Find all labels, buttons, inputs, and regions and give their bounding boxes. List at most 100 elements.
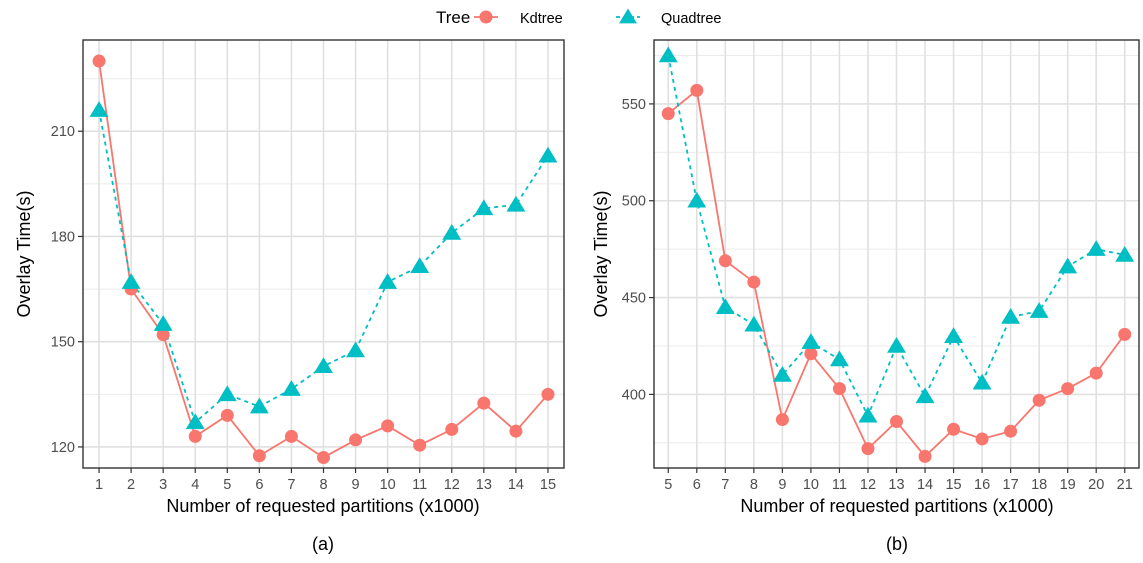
- data-point-quadtree: [1029, 302, 1049, 318]
- data-point-quadtree: [506, 195, 526, 212]
- legend-key-marker-quadtree: [619, 8, 637, 24]
- data-point-kdtree: [413, 438, 427, 452]
- data-point-kdtree: [477, 396, 491, 410]
- x-tick-label: 11: [832, 477, 847, 493]
- x-tick-label: 19: [1060, 477, 1076, 493]
- data-point-quadtree: [314, 357, 333, 374]
- x-axis-title: Number of requested partitions (x1000): [166, 496, 479, 516]
- legend-key-marker-kdtree: [479, 10, 493, 24]
- data-point-kdtree: [381, 419, 395, 433]
- data-point-kdtree: [349, 433, 363, 447]
- data-point-quadtree: [1115, 245, 1135, 262]
- y-tick-label: 450: [622, 291, 646, 307]
- data-point-kdtree: [690, 83, 704, 97]
- data-point-kdtree: [718, 254, 732, 268]
- series-line-quadtree: [667, 55, 1125, 418]
- y-axis-title: Overlay Time(s): [591, 190, 611, 317]
- data-point-kdtree: [1032, 393, 1046, 407]
- data-point-kdtree: [445, 422, 459, 436]
- data-point-quadtree: [772, 366, 792, 382]
- y-tick-label: 400: [622, 387, 646, 403]
- y-tick-label: 150: [51, 335, 75, 351]
- x-tick-label: 14: [917, 477, 933, 493]
- data-point-quadtree: [687, 191, 707, 208]
- data-point-quadtree: [474, 199, 494, 216]
- data-point-kdtree: [220, 408, 234, 422]
- x-tick-label: 8: [319, 477, 327, 493]
- data-point-quadtree: [153, 315, 173, 331]
- data-point-quadtree: [658, 46, 678, 63]
- data-point-kdtree: [661, 107, 675, 121]
- x-tick-label: 8: [750, 477, 758, 493]
- data-point-kdtree: [541, 387, 555, 401]
- data-point-quadtree: [801, 333, 821, 349]
- data-point-quadtree: [346, 341, 366, 358]
- data-point-kdtree: [747, 275, 761, 289]
- data-point-kdtree: [947, 422, 961, 436]
- legend-title: Tree: [436, 8, 470, 27]
- y-tick-label: 550: [622, 97, 646, 113]
- x-tick-label: 15: [945, 477, 961, 493]
- x-tick-label: 7: [287, 477, 295, 493]
- x-tick-label: 13: [888, 477, 904, 493]
- data-point-quadtree: [972, 373, 992, 390]
- y-tick-label: 210: [51, 124, 75, 140]
- y-axis-title: Overlay Time(s): [14, 190, 34, 317]
- panel-b: 400 450 500 550 5 6 7 8 9 10 11 12 13 14 15 16 17 18 19 20 2…: [591, 39, 1140, 554]
- x-tick-label: 5: [664, 477, 672, 493]
- data-point-kdtree: [804, 347, 818, 361]
- x-tick-label: 17: [1003, 477, 1019, 493]
- x-tick-label: 14: [508, 477, 524, 493]
- legend: Tree Kdtree Quadtree: [436, 8, 721, 27]
- data-point-kdtree: [918, 449, 932, 463]
- data-point-kdtree: [509, 424, 523, 438]
- x-tick-label: 10: [380, 477, 396, 493]
- data-point-kdtree: [284, 429, 298, 443]
- x-tick-label: 20: [1088, 477, 1104, 493]
- x-tick-label: 6: [255, 477, 263, 493]
- data-point-quadtree: [1058, 257, 1078, 274]
- x-tick-label: 4: [191, 477, 199, 493]
- data-point-quadtree: [121, 273, 141, 289]
- data-point-quadtree: [185, 413, 205, 430]
- data-point-kdtree: [156, 328, 170, 342]
- data-point-kdtree: [975, 432, 989, 446]
- x-tick-label: 15: [540, 477, 556, 493]
- data-point-quadtree: [89, 101, 109, 117]
- data-point-kdtree: [890, 415, 903, 429]
- x-tick-label: 18: [1031, 477, 1047, 493]
- data-point-kdtree: [861, 442, 875, 456]
- x-tick-label: 16: [974, 477, 990, 493]
- x-axis-title: Number of requested partitions (x1000): [740, 496, 1053, 516]
- grid: [654, 40, 1139, 468]
- x-tick-label: 3: [159, 477, 167, 493]
- data-point-kdtree: [1061, 382, 1075, 396]
- data-point-kdtree: [317, 450, 330, 464]
- data-point-quadtree: [249, 397, 269, 414]
- data-point-kdtree: [1004, 424, 1018, 438]
- y-tick-label: 500: [622, 194, 646, 210]
- x-tick-label: 5: [223, 477, 231, 493]
- y-tick-label: 120: [51, 440, 75, 456]
- data-point-quadtree: [538, 146, 558, 163]
- legend-label-kdtree: Kdtree: [520, 11, 563, 27]
- legend-label-quadtree: Quadtree: [661, 11, 721, 27]
- data-point-kdtree: [188, 429, 202, 443]
- data-point-quadtree: [829, 350, 849, 367]
- x-tick-label: 2: [127, 477, 135, 493]
- data-point-kdtree: [252, 449, 266, 463]
- data-point-kdtree: [1118, 327, 1132, 341]
- x-tick-label: 11: [412, 477, 427, 493]
- data-point-quadtree: [281, 380, 301, 396]
- x-tick-label: 9: [352, 477, 360, 493]
- data-point-quadtree: [944, 327, 964, 344]
- y-tick-label: 180: [51, 229, 75, 245]
- x-tick-label: 21: [1117, 477, 1133, 493]
- x-tick-label: 13: [476, 477, 492, 493]
- data-point-quadtree: [442, 223, 462, 240]
- x-tick-label: 6: [693, 477, 701, 493]
- x-tick-label: 12: [444, 477, 460, 493]
- x-tick-label: 7: [721, 477, 729, 493]
